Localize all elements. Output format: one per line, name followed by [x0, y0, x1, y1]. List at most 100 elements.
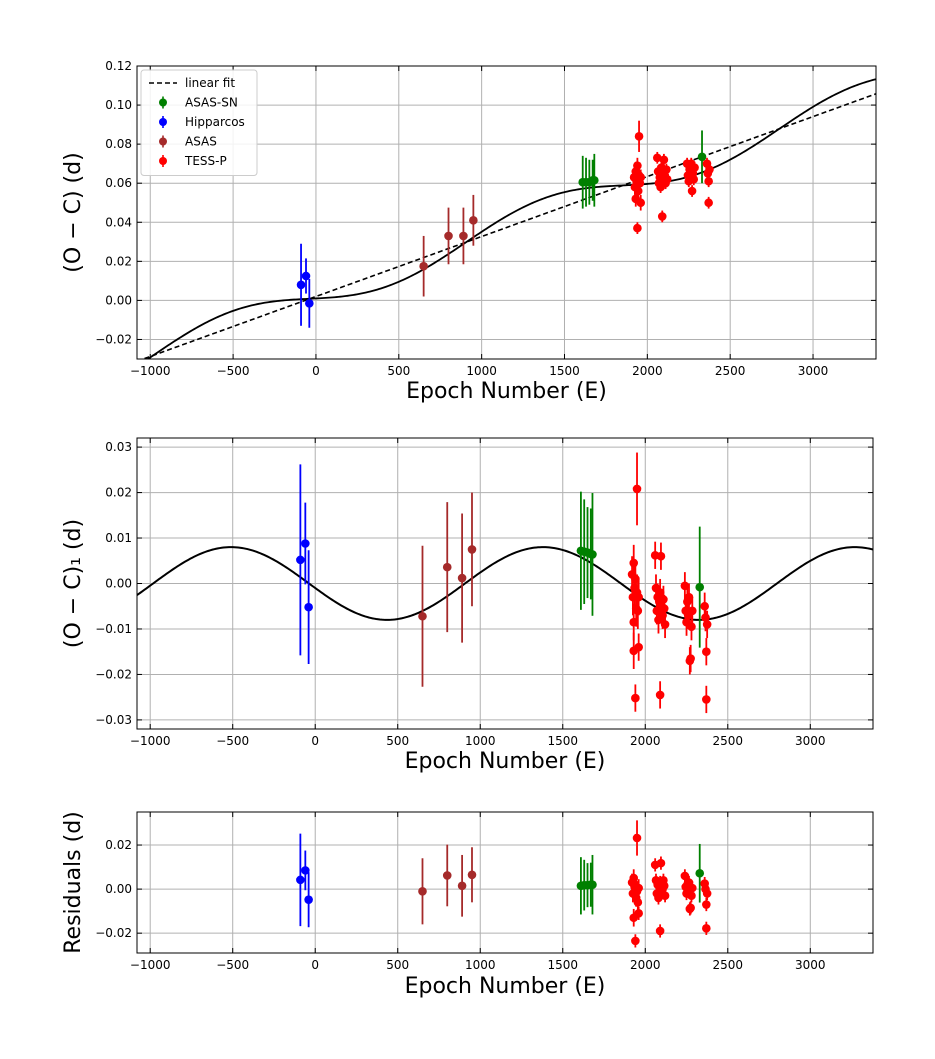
- data-point: [444, 231, 453, 241]
- legend-marker-swatch: [159, 118, 167, 126]
- series-tess-p: [629, 120, 714, 234]
- data-point: [688, 606, 697, 616]
- y-tick-label: 0.10: [105, 98, 132, 112]
- data-point: [296, 875, 305, 885]
- data-point: [684, 592, 694, 602]
- axes-frame: [136, 437, 874, 730]
- axes-frame: [136, 65, 877, 360]
- data-point: [697, 152, 707, 162]
- series-asas: [418, 844, 477, 925]
- series-hipparcos: [296, 243, 314, 328]
- x-tick-label: −500: [216, 734, 249, 748]
- data-point: [301, 866, 310, 875]
- x-tick-label: 0: [312, 364, 320, 378]
- lite-model-curve: [137, 546, 873, 621]
- linear-fit-line: [140, 93, 876, 359]
- data-point: [702, 695, 711, 704]
- data-point: [467, 545, 477, 554]
- x-tick-label: 1500: [547, 734, 578, 748]
- x-tick-label: −1000: [130, 734, 171, 748]
- y-tick-label: 0.04: [105, 215, 132, 229]
- x-tick-label: 2500: [715, 364, 746, 378]
- data-point: [687, 622, 696, 631]
- legend: linear fit ASAS-SN Hipparcos ASAS TESS-P: [140, 69, 258, 176]
- data-point: [418, 887, 427, 896]
- x-tick-label: −1000: [130, 958, 171, 972]
- x-tick-label: 1000: [465, 958, 496, 972]
- data-point: [680, 581, 690, 591]
- series-hipparcos: [296, 833, 313, 928]
- data-point: [634, 909, 643, 918]
- y-tick-label: 0.00: [105, 882, 132, 896]
- ticks: −1000 −500 0 500 1000 1500 2000 2500 3000 −0.02 0.…: [95, 812, 873, 972]
- data-point: [704, 176, 713, 186]
- data-point: [689, 174, 699, 184]
- data-point: [629, 646, 639, 656]
- y-tick-label: −0.01: [95, 622, 132, 636]
- legend-marker-swatch: [159, 157, 167, 165]
- series-asas: [419, 194, 478, 297]
- data-point: [686, 654, 695, 663]
- data-point: [659, 881, 669, 891]
- x-tick-label: 2000: [632, 364, 663, 378]
- y-tick-label: 0.08: [105, 137, 132, 151]
- data-point: [660, 620, 670, 629]
- x-tick-label: 1500: [547, 958, 578, 972]
- x-tick-label: −1000: [130, 364, 171, 378]
- data-point: [680, 871, 690, 881]
- data-point: [702, 647, 711, 657]
- data-point: [690, 163, 699, 172]
- x-tick-label: 2500: [713, 958, 744, 972]
- axes-frame: [136, 811, 874, 954]
- data-point: [469, 216, 478, 225]
- legend-label: ASAS: [185, 135, 217, 149]
- data-point: [442, 562, 452, 572]
- data-point: [662, 165, 671, 174]
- data-point: [418, 611, 427, 621]
- series-asas-sn: [578, 130, 707, 209]
- data-point: [702, 900, 711, 909]
- data-point: [588, 880, 597, 890]
- grid: [137, 438, 873, 729]
- x-tick-label: 500: [386, 958, 409, 972]
- data-point: [687, 891, 696, 901]
- data-point: [636, 173, 646, 182]
- y-tick-label: 0.01: [105, 531, 132, 545]
- series-asas: [418, 492, 477, 687]
- x-tick-label: 500: [387, 364, 410, 378]
- x-axis-label: Epoch Number (E): [406, 379, 607, 404]
- data-point: [633, 898, 643, 907]
- y-tick-label: −0.02: [95, 667, 132, 681]
- y-tick-label: 0.06: [105, 176, 132, 190]
- x-tick-label: 0: [311, 734, 319, 748]
- legend-label: TESS-P: [184, 154, 227, 168]
- data-point: [304, 602, 313, 612]
- y-tick-label: 0.03: [105, 440, 132, 454]
- data-point: [301, 271, 311, 281]
- data-point: [656, 551, 666, 561]
- data-point: [634, 592, 643, 602]
- legend-marker-swatch: [159, 98, 167, 107]
- data-point: [634, 132, 644, 141]
- data-point: [662, 174, 672, 184]
- residuals-panel: −1000 −500 0 500 1000 1500 2000 2500 3000 −0.02 0.…: [61, 811, 874, 999]
- data-point: [702, 924, 711, 933]
- x-tick-label: 2000: [630, 958, 661, 972]
- y-tick-label: 0.02: [105, 838, 132, 852]
- x-tick-label: −500: [216, 958, 249, 972]
- legend-label: ASAS-SN: [185, 96, 238, 110]
- data-point: [702, 889, 712, 898]
- data-point: [652, 153, 662, 163]
- x-tick-label: 500: [386, 734, 409, 748]
- data-point: [631, 936, 640, 946]
- data-point: [296, 280, 306, 290]
- x-tick-label: 3000: [795, 958, 826, 972]
- y-tick-label: 0.02: [105, 254, 132, 268]
- y-axis-label: (O − C) (d): [61, 152, 86, 272]
- data-point: [634, 883, 643, 893]
- y-axis-label: Residuals (d): [61, 811, 86, 954]
- data-point: [304, 895, 313, 904]
- x-tick-label: 2000: [630, 734, 661, 748]
- data-point: [467, 870, 477, 880]
